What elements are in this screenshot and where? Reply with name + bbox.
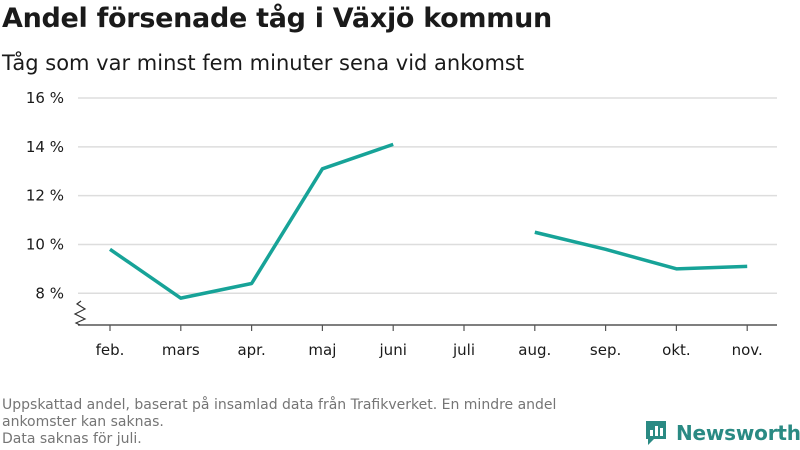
y-tick-label: 16 % — [26, 89, 64, 107]
x-tick-label: feb. — [96, 341, 125, 359]
series-line-segment-2 — [534, 230, 748, 271]
x-tick-label: juli — [452, 341, 475, 359]
series-line-segment-1 — [109, 142, 394, 300]
x-tick-label: maj — [308, 341, 336, 359]
x-tick-label: apr. — [237, 341, 265, 359]
chart-title: Andel försenade tåg i Växjö kommun — [2, 3, 552, 34]
x-tick-label: sep. — [590, 341, 621, 359]
footnote: Uppskattad andel, baserat på insamlad da… — [2, 397, 642, 448]
axis-break-icon — [73, 300, 87, 326]
footnote-line-1: Uppskattad andel, baserat på insamlad da… — [2, 397, 557, 413]
x-tick-label: nov. — [732, 341, 763, 359]
y-tick-label: 14 % — [26, 138, 64, 156]
y-tick-label: 12 % — [26, 187, 64, 205]
footnote-line-2: ankomster kan saknas. — [2, 414, 164, 430]
footnote-line-3: Data saknas för juli. — [2, 431, 142, 447]
y-tick-label: 8 % — [35, 284, 64, 302]
x-tick-label: okt. — [662, 341, 691, 359]
brand-name: Newsworthy — [676, 421, 800, 445]
x-tick-label: aug. — [518, 341, 551, 359]
chart-subtitle: Tåg som var minst fem minuter sena vid a… — [2, 51, 525, 75]
brand-logo: Newsworthy — [644, 419, 800, 447]
x-tick-label: juni — [379, 341, 407, 359]
newsworthy-logo-icon — [646, 421, 666, 445]
x-tick-label: mars — [162, 341, 200, 359]
y-tick-label: 10 % — [26, 235, 64, 253]
